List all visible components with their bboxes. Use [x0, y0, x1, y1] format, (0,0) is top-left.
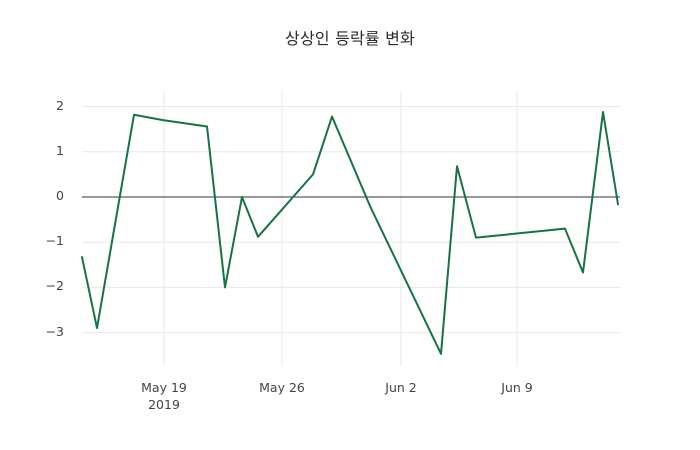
- y-tick-label: 1: [56, 142, 64, 158]
- x-tick-label-date: May 19: [141, 379, 187, 395]
- data-line-series: [81, 111, 619, 355]
- y-tick-label: 0: [56, 188, 64, 203]
- y-tick-label: −2: [45, 278, 64, 294]
- series-line-등락률: [81, 111, 619, 355]
- x-tick-label: Jun 2: [341, 379, 461, 396]
- y-tick-label: −1: [45, 233, 64, 249]
- x-tick-label: Jun 9: [457, 379, 577, 396]
- x-tick-label-date: Jun 2: [385, 379, 417, 395]
- y-tick-label: −3: [45, 323, 64, 339]
- chart-title: 상상인 등락률 변화: [285, 29, 415, 48]
- x-tick-label-date: Jun 9: [501, 379, 533, 395]
- x-tick-label: May 19 2019: [104, 379, 224, 413]
- x-tick-label: May 26: [222, 379, 342, 396]
- x-tick-label-year: 2019: [148, 396, 180, 412]
- gridlines-group: [82, 90, 620, 367]
- y-tick-label: 2: [56, 97, 64, 113]
- x-tick-label-date: May 26: [259, 379, 305, 395]
